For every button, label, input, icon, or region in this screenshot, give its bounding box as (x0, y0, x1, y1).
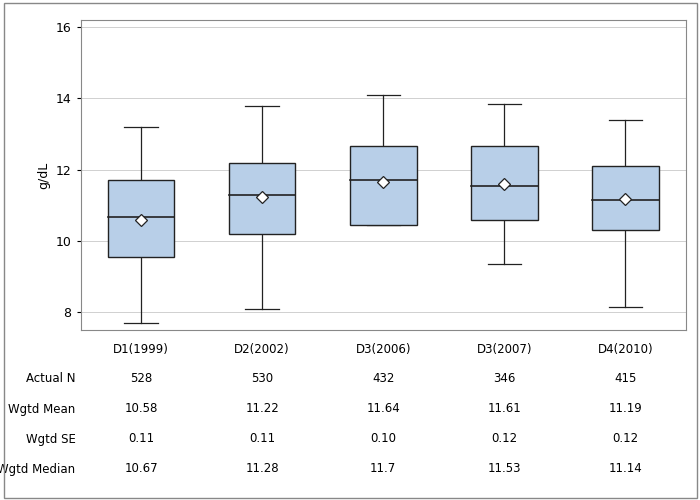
Text: 530: 530 (251, 372, 273, 386)
Text: 10.67: 10.67 (124, 462, 158, 475)
Bar (471, 146, 538, 220)
Text: 10.58: 10.58 (125, 402, 158, 415)
Text: 11.14: 11.14 (608, 462, 643, 475)
Text: 528: 528 (130, 372, 152, 386)
Text: Wgtd Mean: Wgtd Mean (8, 402, 76, 415)
Text: 11.61: 11.61 (487, 402, 522, 415)
Text: 0.12: 0.12 (612, 432, 638, 446)
Text: Wgtd Median: Wgtd Median (0, 462, 76, 475)
Text: 0.10: 0.10 (370, 432, 396, 446)
Text: Actual N: Actual N (26, 372, 76, 386)
Text: 11.19: 11.19 (608, 402, 643, 415)
Text: 11.28: 11.28 (245, 462, 279, 475)
Text: 432: 432 (372, 372, 394, 386)
Text: Wgtd SE: Wgtd SE (26, 432, 76, 446)
Text: 346: 346 (494, 372, 515, 386)
Text: D3(2006): D3(2006) (356, 342, 411, 355)
Text: 0.11: 0.11 (128, 432, 154, 446)
Text: 415: 415 (615, 372, 636, 386)
Text: 0.11: 0.11 (249, 432, 275, 446)
Text: 11.53: 11.53 (488, 462, 521, 475)
Text: D3(2007): D3(2007) (477, 342, 532, 355)
Bar (350, 146, 416, 225)
Bar (229, 162, 295, 234)
Text: 11.22: 11.22 (245, 402, 279, 415)
Text: D1(1999): D1(1999) (113, 342, 169, 355)
Text: D4(2010): D4(2010) (598, 342, 653, 355)
Y-axis label: g/dL: g/dL (37, 162, 50, 188)
Text: 0.12: 0.12 (491, 432, 517, 446)
Bar (592, 166, 659, 230)
Text: D2(2002): D2(2002) (234, 342, 290, 355)
Text: 11.64: 11.64 (366, 402, 400, 415)
Bar (108, 180, 174, 257)
Text: 11.7: 11.7 (370, 462, 396, 475)
